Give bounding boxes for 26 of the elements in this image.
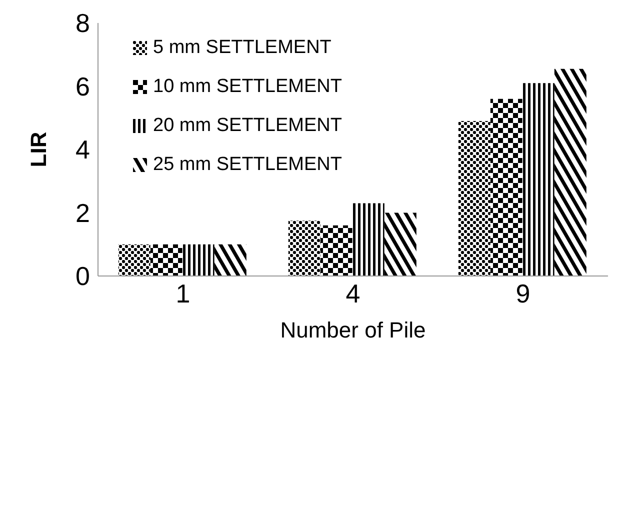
x-axis-title: Number of Pile xyxy=(280,318,426,343)
bar xyxy=(182,244,214,276)
legend-label: 5 mm SETTLEMENT xyxy=(153,36,332,58)
bar xyxy=(490,98,522,276)
x-tick-label: 4 xyxy=(346,278,360,308)
legend-label: 25 mm SETTLEMENT xyxy=(153,154,342,176)
bar xyxy=(554,68,586,276)
bar xyxy=(352,203,384,276)
x-tick-label: 9 xyxy=(516,278,530,308)
y-tick-label: 0 xyxy=(76,261,90,292)
bar xyxy=(150,244,182,276)
y-tick-label: 2 xyxy=(76,198,90,228)
y-tick-label: 8 xyxy=(76,8,90,38)
legend-label: 10 mm SETTLEMENT xyxy=(153,76,342,98)
bar xyxy=(320,225,352,276)
y-tick-label: 4 xyxy=(76,134,90,165)
y-axis-title: LIR xyxy=(26,132,51,168)
bar xyxy=(288,220,320,276)
x-tick-label: 1 xyxy=(176,278,190,308)
bar xyxy=(384,212,416,276)
bar xyxy=(214,244,246,276)
bar xyxy=(458,121,490,276)
legend-label: 20 mm SETTLEMENT xyxy=(153,114,342,136)
bar xyxy=(118,244,150,276)
bar xyxy=(522,83,554,276)
y-tick-label: 6 xyxy=(76,71,90,102)
